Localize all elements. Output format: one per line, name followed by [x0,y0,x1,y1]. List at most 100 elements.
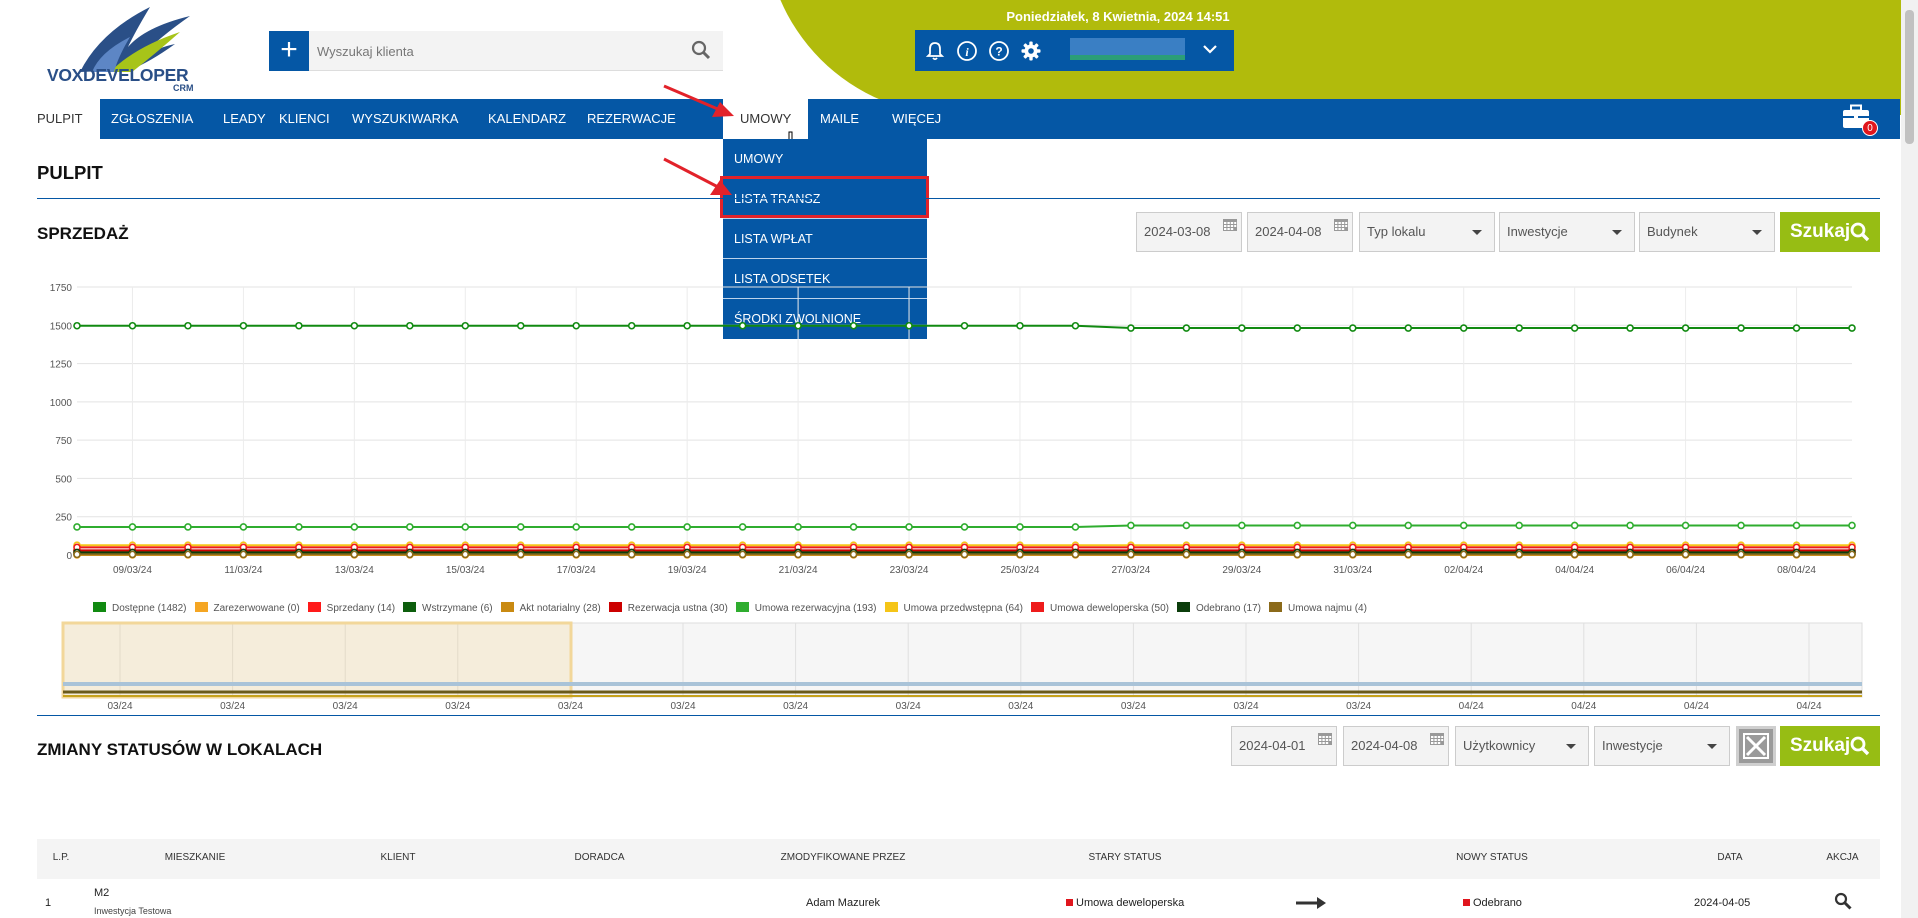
data-point [1570,324,1579,332]
bell-icon[interactable] [924,40,946,62]
search-icon[interactable] [691,40,711,60]
legend-swatch [194,602,208,612]
data-point [128,321,137,330]
legend-item[interactable]: Umowa deweloperska (50) [1031,602,1169,614]
logo-crm: CRM [173,83,194,93]
nav-wyszukiwarka[interactable]: WYSZUKIWARKA [352,111,459,126]
typ-lokalu-select[interactable]: Typ lokalu [1359,212,1495,252]
nav-klienci[interactable]: KLIENCI [279,111,330,126]
gear-icon[interactable] [1020,40,1042,62]
calendar-icon[interactable] [1430,733,1444,745]
data-point [849,523,858,531]
status-color-icon [1463,899,1470,906]
nav-pulpit[interactable]: PULPIT [20,99,100,139]
budynek-select[interactable]: Budynek [1639,212,1775,252]
menu-item-lista-wplat[interactable]: LISTA WPŁAT [723,219,927,259]
row-lp: 1 [45,897,52,909]
calendar-icon[interactable] [1334,219,1348,231]
y-tick-label: 750 [55,436,72,447]
status-date-to[interactable]: 2024-04-08 [1343,726,1449,766]
sales-date-to[interactable]: 2024-04-08 [1247,212,1353,252]
scrollbar-thumb[interactable] [1905,10,1914,144]
legend-item[interactable]: Zarezerwowane (0) [194,602,300,614]
data-point [627,550,636,559]
info-icon[interactable]: i [956,40,978,62]
nowy-status-value: Odebrano [1473,897,1522,909]
select-value: Użytkownicy [1463,738,1536,753]
data-point [239,523,248,531]
legend-item[interactable]: Umowa najmu (4) [1269,602,1367,614]
nav-wiecej[interactable]: WIĘCEJ [892,111,942,126]
navigator-tick-label: 04/24 [1796,701,1821,712]
menu-item-srodki-zwolnione[interactable]: ŚRODKI ZWOLNIONE [734,312,862,326]
select-value: Inwestycje [1602,738,1663,753]
caret-down-icon [1752,230,1762,235]
row-data: 2024-04-05 [1694,897,1751,909]
status-date-from[interactable]: 2024-04-01 [1231,726,1337,766]
inwestycje-select[interactable]: Inwestycje [1499,212,1635,252]
sales-title: SPRZEDAŻ [37,224,129,243]
menu-item-lista-odsetek[interactable]: LISTA ODSETEK [723,259,927,299]
clear-filters-button[interactable] [1736,726,1776,766]
status-search-button[interactable]: Szukaj [1780,726,1880,766]
data-point [239,550,248,559]
legend-label: Wstrzymane (6) [422,603,493,614]
legend-item[interactable]: Wstrzymane (6) [403,602,493,614]
legend-item[interactable]: Odebrano (17) [1176,602,1261,614]
sales-date-from[interactable]: 2024-03-08 [1136,212,1242,252]
legend-item[interactable]: Rezerwacja ustna (30) [608,602,728,614]
data-point [1848,521,1856,530]
add-client-button[interactable]: + [269,31,309,71]
nav-kalendarz[interactable]: KALENDARZ [488,111,567,126]
search-icon [1850,736,1870,756]
navigator-tick-label: 03/24 [1008,701,1033,712]
data-point [1681,324,1690,332]
data-point [1127,550,1135,559]
nav-maile[interactable]: MAILE [820,111,860,126]
menu-item-lista-transz[interactable]: LISTA TRANSZ [723,179,927,219]
y-tick-label: 500 [55,474,72,485]
legend-item[interactable]: Umowa rezerwacyjna (193) [735,602,877,614]
nav-zgloszenia[interactable]: ZGŁOSZENIA [111,111,194,126]
help-icon[interactable]: ? [988,40,1010,62]
data-point [1792,521,1801,530]
data-point [1681,550,1690,559]
data-point [1404,550,1413,559]
col-mieszkanie: MIESZKANIE [164,852,226,863]
date-from-value: 2024-03-08 [1144,224,1211,239]
search-input[interactable] [309,31,669,71]
calendar-icon[interactable] [1223,219,1237,231]
col-lp: L.P. [52,852,70,863]
nav-leady[interactable]: LEADY [223,111,266,126]
x-tick-label: 17/03/24 [557,565,596,576]
legend-label: Umowa najmu (4) [1288,603,1367,614]
search-icon[interactable] [1834,892,1852,910]
main-nav: PULPIT ZGŁOSZENIA LEADY KLIENCI WYSZUKIW… [20,99,1900,139]
page-scrollbar[interactable] [1901,0,1918,918]
calendar-icon[interactable] [1318,733,1332,745]
data-point [295,550,303,559]
row-mieszkanie[interactable]: M2 [94,887,110,899]
legend-item[interactable]: Sprzedany (14) [307,602,395,614]
chevron-down-icon[interactable] [1202,43,1218,55]
data-point [406,321,414,330]
legend-item[interactable]: Umowa przedwstępna (64) [884,602,1023,614]
legend-item[interactable]: Dostępne (1482) [93,602,187,614]
status-inwestycje-select[interactable]: Inwestycje [1594,726,1730,766]
page-title: PULPIT [37,162,103,183]
sales-search-button[interactable]: Szukaj [1780,212,1880,252]
data-point [1792,550,1801,559]
data-point [516,523,525,531]
divider [37,198,1880,199]
table-header [37,839,1880,879]
data-point [184,523,192,531]
uzytkownicy-select[interactable]: Użytkownicy [1455,726,1589,766]
nav-rezerwacje[interactable]: REZERWACJE [587,111,676,126]
data-point [516,321,525,330]
data-point [849,550,858,559]
data-point [1016,550,1024,559]
legend-item[interactable]: Akt notarialny (28) [500,602,601,614]
x-tick-label: 09/03/24 [113,565,152,576]
user-name-redacted[interactable] [1070,38,1185,60]
y-tick-label: 1500 [50,321,73,332]
